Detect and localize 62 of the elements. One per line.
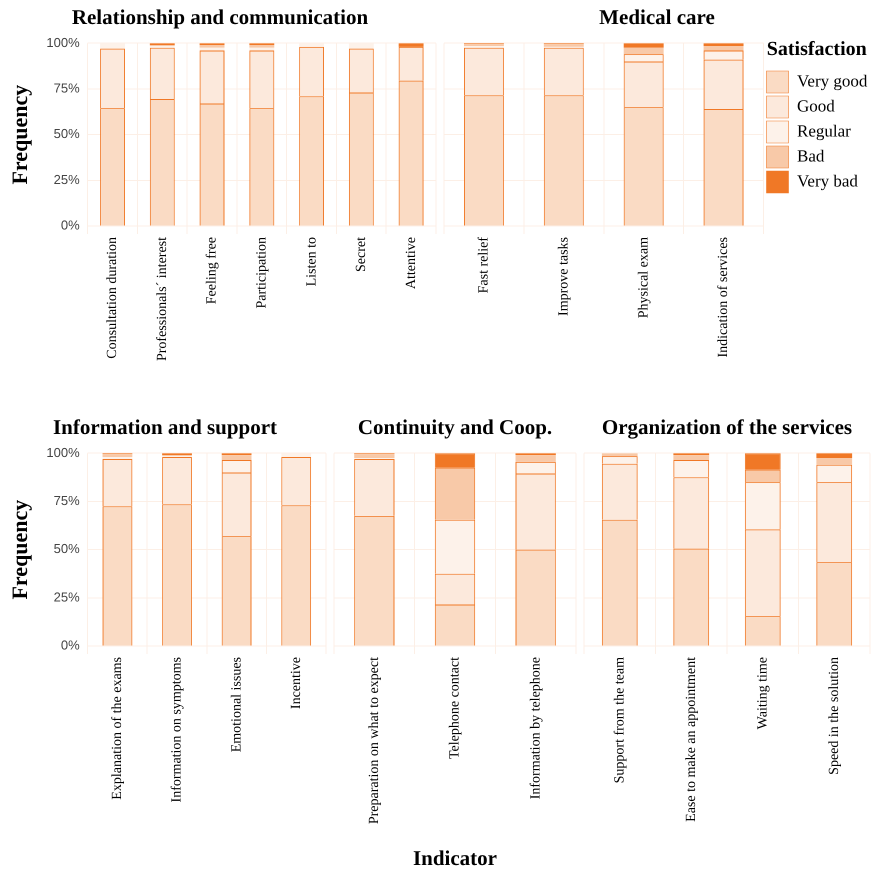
- bar: [249, 45, 274, 48]
- x-tick-label: Physical exam: [636, 236, 652, 318]
- chart-title: Organization of the services: [602, 415, 852, 440]
- x-tick-label: Professionals´ interest: [154, 236, 170, 362]
- bar: [673, 455, 710, 460]
- legend-label: Bad: [797, 146, 825, 166]
- bar: [816, 453, 852, 458]
- x-tick-label: Support from the team: [612, 656, 628, 784]
- legend-title: Satisfaction: [766, 38, 867, 60]
- chart-title: Medical care: [599, 5, 715, 30]
- x-tick-label: Preparation on what to expect: [367, 656, 382, 824]
- bar: [624, 48, 664, 54]
- y-tick-label: 0%: [60, 218, 80, 233]
- x-axis-title: Indicator: [413, 846, 497, 870]
- y-tick-label: 100%: [46, 34, 80, 50]
- bar: [249, 48, 274, 51]
- x-tick-label: Improve tasks: [556, 237, 572, 316]
- x-tick-label: Attentive: [404, 237, 419, 290]
- bar: [816, 458, 852, 465]
- y-axis-title: Frequency: [6, 84, 32, 185]
- bar: [354, 454, 394, 458]
- x-tick-label: Indication of services: [716, 237, 732, 358]
- bar: [102, 454, 132, 458]
- x-tick-label: Feeling free: [204, 237, 220, 304]
- x-tick-label: Waiting time: [755, 657, 770, 730]
- bar: [704, 43, 744, 46]
- x-tick-label: Ease to make an appointment: [684, 656, 699, 822]
- legend-label: Very bad: [797, 171, 858, 190]
- x-tick-label: Consultation duration: [105, 237, 120, 359]
- x-tick-label: Listen to: [304, 237, 320, 286]
- x-tick-label: Emotional issues: [229, 657, 244, 752]
- legend-label: Regular: [797, 121, 852, 140]
- x-tick-label: Explanation of the exams: [110, 657, 126, 800]
- y-tick-label: 25%: [54, 589, 80, 604]
- x-tick-label: Fast relief: [476, 236, 492, 294]
- x-tick-label: Information by telephone: [528, 657, 544, 800]
- y-tick-label: 50%: [54, 126, 80, 142]
- x-tick-label: Information on symptoms: [170, 657, 185, 802]
- bar: [516, 455, 556, 462]
- x-tick-label: Telephone contact: [448, 656, 463, 760]
- y-axis-title: Frequency: [6, 500, 32, 600]
- legend-label: Very good: [797, 71, 868, 90]
- y-tick-label: 50%: [54, 541, 80, 556]
- y-tick-label: 75%: [54, 80, 80, 96]
- x-tick-label: Speed in the solution: [826, 657, 842, 775]
- chart-title: Continuity and Coop.: [358, 415, 552, 440]
- x-tick-label: Incentive: [288, 657, 304, 710]
- x-tick-label: Participation: [254, 237, 270, 309]
- x-tick-label: Secret: [354, 236, 370, 272]
- bar: [200, 45, 224, 48]
- bar: [222, 455, 252, 460]
- y-tick-label: 100%: [46, 444, 80, 460]
- bar: [544, 44, 584, 47]
- y-tick-label: 25%: [54, 172, 80, 187]
- chart-title: Relationship and communication: [72, 5, 369, 30]
- y-tick-label: 75%: [54, 492, 80, 508]
- legend-label: Good: [797, 96, 836, 116]
- bar: [624, 43, 664, 48]
- bar: [704, 46, 744, 51]
- y-tick-label: 0%: [60, 638, 80, 653]
- bar: [200, 48, 224, 51]
- chart-title: Information and support: [52, 415, 278, 440]
